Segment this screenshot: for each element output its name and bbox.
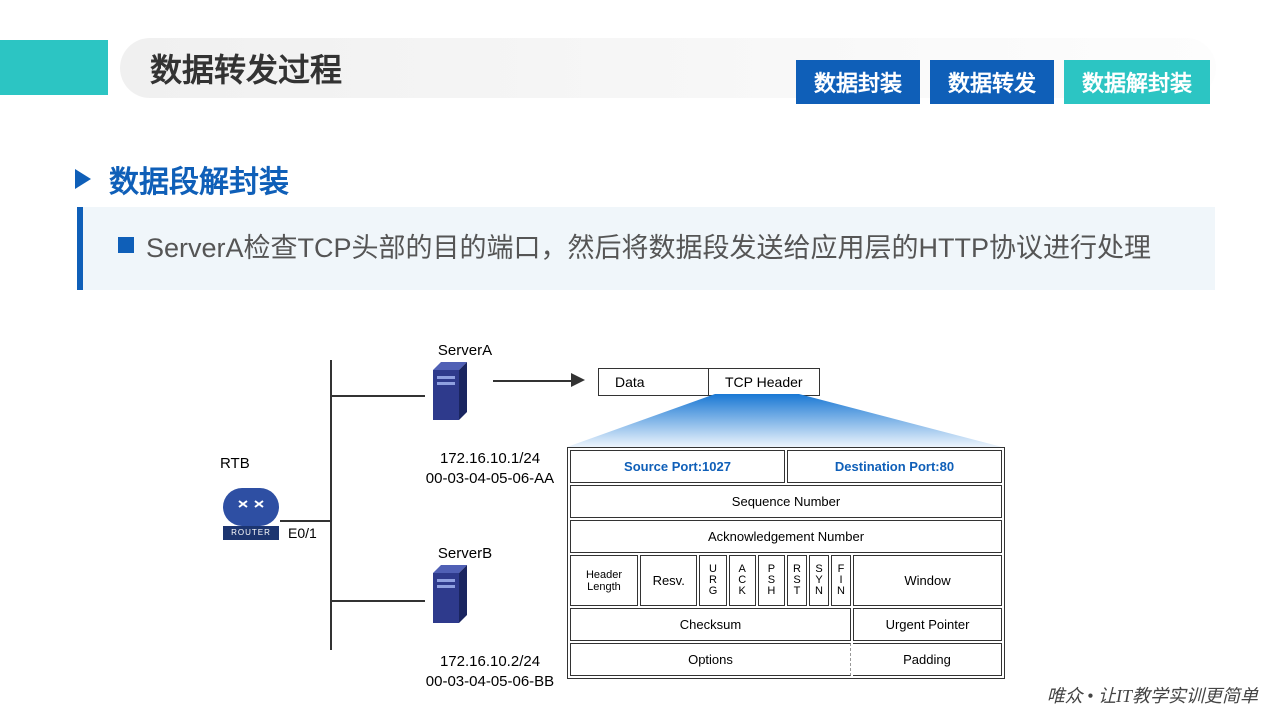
arrow-line — [493, 380, 571, 382]
serverA-icon — [427, 362, 469, 427]
dst-port: Destination Port:80 — [787, 450, 1002, 483]
serverB-name: ServerB — [425, 545, 505, 562]
flag-fin: F I N — [831, 555, 851, 606]
tab-encap[interactable]: 数据封装 — [796, 60, 920, 104]
bus-line — [330, 360, 332, 650]
hdr-len: Header Length — [570, 555, 638, 606]
src-port: Source Port:1027 — [570, 450, 785, 483]
options: Options — [570, 643, 851, 676]
serverA-mac: 00-03-04-05-06-AA — [410, 470, 570, 487]
description-box: ServerA检查TCP头部的目的端口，然后将数据段发送给应用层的HTTP协议进… — [77, 207, 1215, 290]
packet-header: TCP Header — [709, 369, 819, 395]
flag-syn: S Y N — [809, 555, 829, 606]
rtb-label: RTB — [220, 455, 250, 472]
network-diagram: RTB ROUTER E0/1 ServerA 172.16.10.1/24 0… — [200, 340, 1200, 710]
flag-psh: P S H — [758, 555, 785, 606]
urgent-ptr: Urgent Pointer — [853, 608, 1002, 641]
bullet-icon — [75, 169, 91, 189]
subtitle: 数据段解封装 — [109, 157, 289, 201]
tab-forward[interactable]: 数据转发 — [930, 60, 1054, 104]
flag-ack: A C K — [729, 555, 756, 606]
router-icon — [223, 488, 279, 526]
ack-num: Acknowledgement Number — [570, 520, 1002, 553]
serverA-name: ServerA — [425, 342, 505, 359]
accent-bar — [0, 40, 108, 95]
router-badge: ROUTER — [223, 526, 279, 540]
description-text: ServerA检查TCP头部的目的端口，然后将数据段发送给应用层的HTTP协议进… — [146, 227, 1151, 270]
serverB-link — [330, 600, 425, 602]
expand-triangle — [567, 394, 1002, 448]
flag-rst: R S T — [787, 555, 807, 606]
footer-text: 唯众 • 让IT教学实训更简单 — [1047, 682, 1258, 708]
serverA-link — [330, 395, 425, 397]
flag-urg: U R G — [699, 555, 726, 606]
checksum: Checksum — [570, 608, 851, 641]
serverA-ip: 172.16.10.1/24 — [410, 450, 570, 467]
resv: Resv. — [640, 555, 697, 606]
seq-num: Sequence Number — [570, 485, 1002, 518]
packet-data: Data — [599, 369, 709, 395]
arrow-head-icon — [571, 373, 585, 387]
serverB-icon — [427, 565, 469, 630]
tcp-header-table: Source Port:1027 Destination Port:80 Seq… — [567, 447, 1005, 679]
router-link — [280, 520, 330, 522]
tab-decap[interactable]: 数据解封装 — [1064, 60, 1210, 104]
padding: Padding — [853, 643, 1002, 676]
packet-box: Data TCP Header — [598, 368, 820, 396]
window: Window — [853, 555, 1002, 606]
interface-label: E0/1 — [288, 525, 317, 541]
page-title: 数据转发过程 — [150, 45, 342, 91]
serverB-ip: 172.16.10.2/24 — [410, 653, 570, 670]
subtitle-row: 数据段解封装 — [75, 157, 289, 201]
tab-group: 数据封装 数据转发 数据解封装 — [796, 60, 1210, 104]
serverB-mac: 00-03-04-05-06-BB — [410, 673, 570, 690]
square-bullet-icon — [118, 237, 134, 253]
